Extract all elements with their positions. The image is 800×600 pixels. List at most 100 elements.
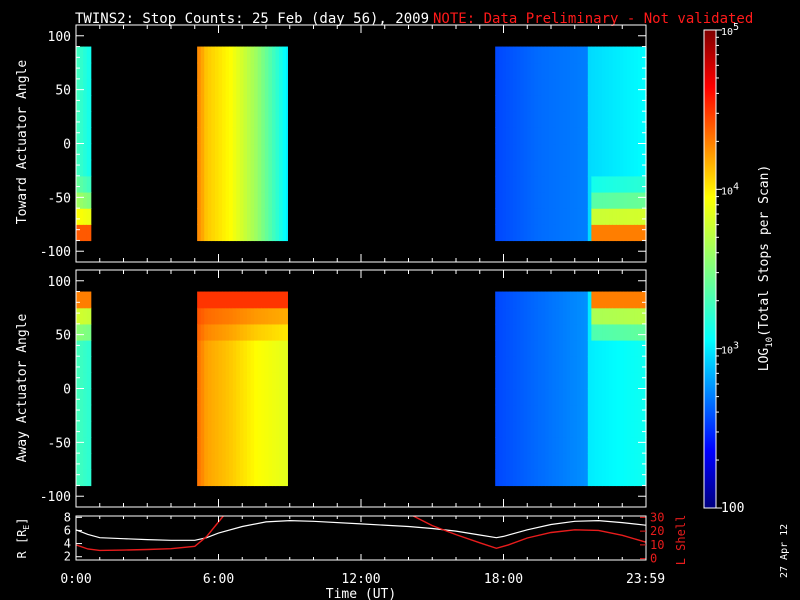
heatmap-cell	[534, 388, 539, 406]
heatmap-cell	[573, 307, 578, 325]
heatmap-cell	[537, 191, 543, 209]
heatmap-cell	[502, 95, 507, 112]
heatmap-cell	[584, 420, 589, 438]
heatmap-cell	[548, 127, 553, 145]
heatmap-cell	[257, 307, 262, 325]
heatmap-cell	[562, 453, 568, 470]
heatmap-cell	[243, 372, 248, 390]
heatmap-cell	[207, 436, 212, 454]
heatmap-cell	[577, 224, 582, 242]
heatmap-cell	[627, 291, 632, 309]
heatmap-cell	[609, 453, 614, 470]
heatmap-cell	[609, 356, 614, 373]
heatmap-cell	[495, 291, 500, 309]
heatmap-cell	[509, 436, 514, 454]
heatmap-cell	[523, 175, 528, 193]
heatmap-cell	[587, 404, 592, 422]
heatmap-cell	[229, 469, 234, 487]
heatmap-cell	[282, 95, 287, 112]
heatmap-cell	[584, 356, 589, 373]
heatmap-cell	[254, 453, 259, 470]
heatmap-cell	[509, 323, 514, 341]
heatmap-cell	[261, 143, 266, 161]
heatmap-cell	[207, 95, 212, 112]
heatmap-cell	[573, 372, 578, 390]
heatmap-cell	[264, 469, 269, 487]
heatmap-cell	[200, 453, 205, 470]
heatmap-cell	[552, 175, 557, 193]
heatmap-cell	[630, 356, 635, 373]
heatmap-cell	[577, 323, 582, 341]
heatmap-cell	[566, 307, 571, 325]
heatmap-cell	[537, 356, 543, 373]
heatmap-cell	[577, 307, 582, 325]
heatmap-cell	[584, 143, 589, 161]
heatmap-cell	[548, 224, 553, 242]
heatmap-cell	[204, 356, 209, 373]
heatmap-cell	[505, 291, 511, 309]
heatmap-cell	[86, 208, 91, 225]
heatmap-cell	[247, 436, 252, 454]
heatmap-cell	[627, 46, 632, 64]
colorbar-label: LOG10(Total Stops per Scan)	[757, 165, 775, 372]
heatmap-cell	[214, 111, 220, 128]
heatmap-cell	[562, 323, 568, 341]
heatmap-cell	[545, 46, 550, 64]
heatmap-cell	[218, 340, 223, 357]
heatmap-cell	[609, 224, 614, 242]
heatmap-cell	[534, 143, 539, 161]
heatmap-cell	[555, 95, 560, 112]
heatmap-cell	[239, 175, 245, 193]
heatmap-cell	[271, 436, 277, 454]
heatmap-cell	[627, 404, 632, 422]
heatmap-cell	[509, 340, 514, 357]
heatmap-cell	[598, 127, 603, 145]
heatmap-cell	[591, 78, 596, 96]
heatmap-cell	[86, 191, 91, 209]
heatmap-cell	[577, 356, 582, 373]
heatmap-cell	[598, 191, 603, 209]
heatmap-cell	[548, 420, 553, 438]
heatmap-cell	[637, 159, 642, 177]
heatmap-cell	[530, 62, 535, 80]
y-tick-label: 100	[48, 275, 71, 290]
heatmap-cell	[602, 175, 607, 193]
heatmap-cell	[634, 143, 639, 161]
heatmap-cell	[598, 175, 603, 193]
heatmap-cell	[587, 111, 592, 128]
heatmap-cell	[271, 95, 277, 112]
heatmap-cell	[495, 62, 500, 80]
heatmap-cell	[261, 175, 266, 193]
heatmap-cell	[616, 291, 621, 309]
heatmap-cell	[236, 436, 241, 454]
heatmap-cell	[594, 291, 600, 309]
heatmap-cell	[509, 307, 514, 325]
heatmap-cell	[580, 111, 585, 128]
heatmap-cell	[548, 159, 553, 177]
heatmap-cell	[623, 340, 628, 357]
heatmap-cell	[257, 46, 262, 64]
heatmap-cell	[275, 175, 280, 193]
heatmap-cell	[279, 372, 284, 390]
heatmap-cell	[200, 175, 205, 193]
heatmap-cell	[250, 404, 255, 422]
heatmap-cell	[559, 175, 564, 193]
heatmap-cell	[505, 208, 511, 225]
heatmap-cell	[218, 372, 223, 390]
heatmap-cell	[641, 208, 646, 225]
heatmap-cell	[229, 404, 234, 422]
heatmap-cell	[502, 208, 507, 225]
heatmap-cell	[591, 143, 596, 161]
heatmap-cell	[570, 208, 575, 225]
l-shell-axis-label: L Shell	[674, 515, 688, 566]
heatmap-cell	[200, 372, 205, 390]
heatmap-cell	[254, 436, 259, 454]
heatmap-cell	[637, 175, 642, 193]
heatmap-cell	[279, 420, 284, 438]
heatmap-cell	[594, 469, 600, 487]
heatmap-cell	[225, 340, 230, 357]
heatmap-cell	[584, 224, 589, 242]
heatmap-cell	[641, 62, 646, 80]
heatmap-cell	[516, 62, 521, 80]
heatmap-cell	[612, 307, 617, 325]
